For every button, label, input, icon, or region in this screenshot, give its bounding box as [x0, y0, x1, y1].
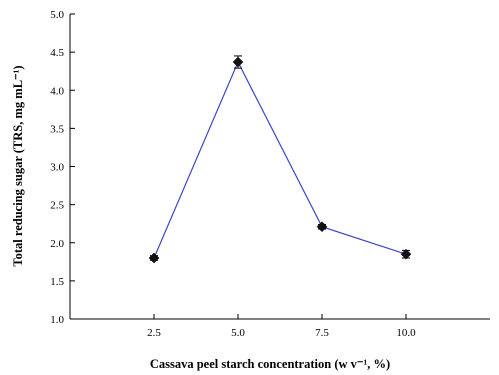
y-tick-label: 1.0	[50, 314, 64, 326]
y-axis-title: Total reducing sugar (TRS, mg mL⁻¹)	[11, 65, 25, 266]
data-point	[400, 248, 412, 260]
y-tick-label: 4.5	[50, 47, 64, 59]
x-tick-label: 10.0	[396, 327, 416, 339]
series-line	[153, 60, 407, 259]
y-tick-label: 2.5	[50, 200, 64, 212]
y-tick-label: 2.0	[50, 238, 64, 250]
x-axis-ticks: 2.5 5.0 7.5 10.0	[147, 314, 416, 339]
y-axis-ticks: 1.0 1.5 2.0 2.5 3.0 3.5 4.0 4.5 5.0	[50, 9, 75, 326]
y-tick-label: 1.5	[50, 276, 64, 288]
x-tick-label: 5.0	[231, 327, 245, 339]
x-tick-label: 7.5	[315, 327, 329, 339]
data-point	[232, 56, 244, 68]
y-tick-label: 3.5	[50, 123, 64, 135]
x-tick-label: 2.5	[147, 327, 161, 339]
y-tick-label: 5.0	[50, 9, 64, 21]
x-axis-title: Cassava peel starch concentration (w v⁻¹…	[150, 357, 390, 371]
y-tick-label: 3.0	[50, 162, 64, 174]
data-point	[148, 252, 160, 264]
series-group	[148, 55, 412, 264]
plot-area	[69, 14, 490, 320]
y-tick-label: 4.0	[50, 85, 64, 97]
data-point	[316, 221, 328, 233]
